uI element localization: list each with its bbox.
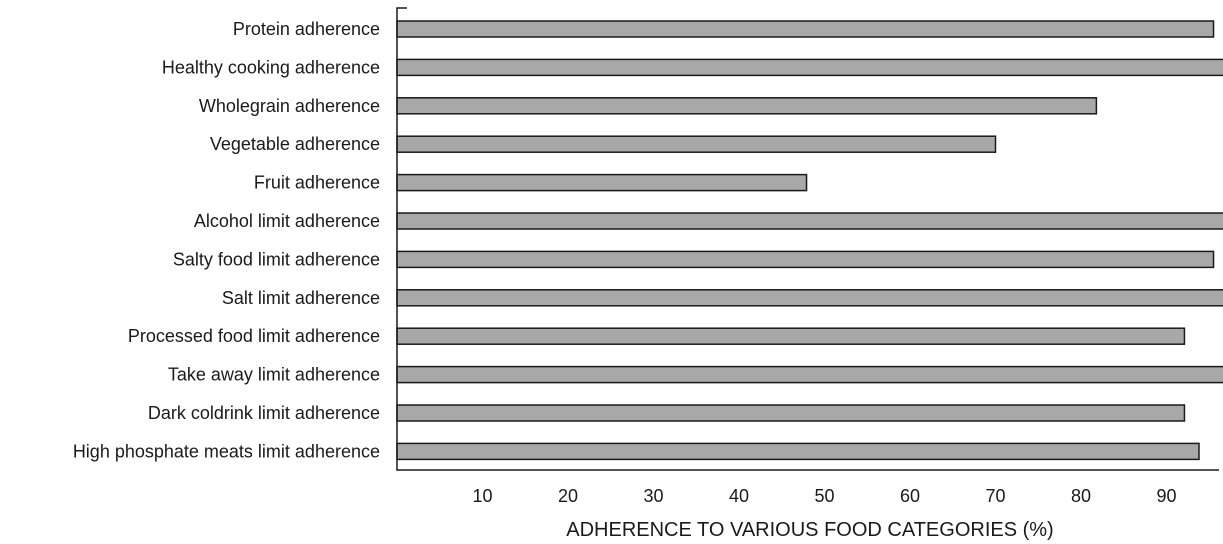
category-label: Healthy cooking adherence xyxy=(162,57,380,77)
x-axis-title: ADHERENCE TO VARIOUS FOOD CATEGORIES (%) xyxy=(566,519,1053,541)
bar xyxy=(396,327,1186,345)
bar xyxy=(396,442,1200,461)
x-tick-label: 90 xyxy=(1156,486,1176,506)
x-tick-label: 50 xyxy=(814,486,834,506)
bar xyxy=(396,173,808,192)
x-tick-label: 70 xyxy=(985,486,1005,506)
bar xyxy=(396,250,1215,269)
bar xyxy=(396,289,1223,307)
category-label: Processed food limit adherence xyxy=(128,326,380,346)
bar xyxy=(396,365,1223,384)
x-tick-labels: 10 20 30 40 50 60 70 80 90 xyxy=(472,486,1176,506)
bar xyxy=(396,404,1186,422)
category-label: High phosphate meats limit adherence xyxy=(73,441,380,461)
x-tick-label: 80 xyxy=(1071,486,1091,506)
bar xyxy=(396,97,1098,115)
category-label: Salt limit adherence xyxy=(222,288,380,308)
x-tick-label: 40 xyxy=(729,486,749,506)
x-tick-label: 10 xyxy=(472,486,492,506)
bar xyxy=(396,212,1223,230)
bars xyxy=(396,20,1223,461)
axis-frame xyxy=(396,7,1219,471)
category-labels: Protein adherence Healthy cooking adheren… xyxy=(73,19,380,461)
bar xyxy=(396,20,1215,38)
bar xyxy=(396,58,1223,77)
category-label: Vegetable adherence xyxy=(210,134,380,154)
category-label: Dark coldrink limit adherence xyxy=(148,403,380,423)
x-tick-label: 60 xyxy=(900,486,920,506)
category-label: Alcohol limit adherence xyxy=(194,211,380,231)
category-label: Take away limit adherence xyxy=(168,365,380,385)
x-tick-label: 20 xyxy=(558,486,578,506)
bar xyxy=(396,135,997,153)
category-label: Protein adherence xyxy=(233,19,380,39)
category-label: Fruit adherence xyxy=(254,173,380,193)
category-label: Salty food limit adherence xyxy=(173,249,380,269)
x-tick-label: 30 xyxy=(643,486,663,506)
category-label: Wholegrain adherence xyxy=(199,96,380,116)
